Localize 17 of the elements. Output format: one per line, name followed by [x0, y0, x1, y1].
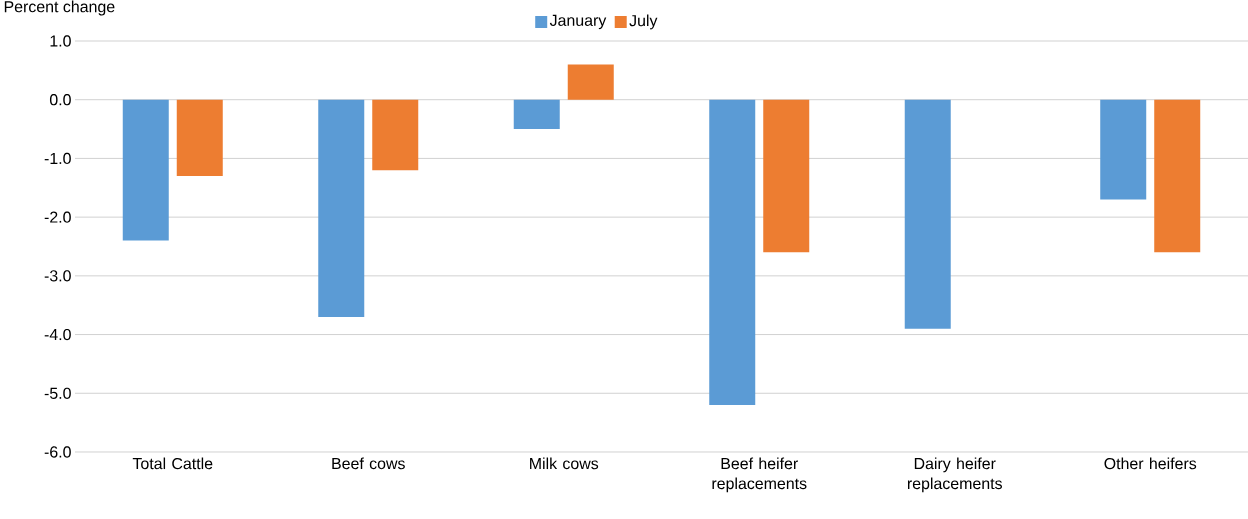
x-tick-label: Beef cows — [332, 457, 405, 470]
y-tick-label: -5.0 — [44, 387, 71, 399]
y-tick-label: -1.0 — [44, 152, 71, 165]
y-tick-label: -4.0 — [44, 328, 71, 341]
y-tick-label: -6.0 — [44, 446, 71, 458]
x-tick-label: Other heifers — [1104, 457, 1197, 470]
y-tick-label: -2.0 — [44, 211, 71, 223]
x-tick-label: Total Cattle — [132, 457, 213, 470]
x-tick-label: Dairy heifer replacements — [907, 457, 1002, 493]
y-tick-label: 1.0 — [50, 35, 71, 47]
x-tick-label: Beef heifer replacements — [712, 457, 807, 493]
legend-label: July — [629, 14, 658, 30]
y-axis-title: Percent change — [4, 0, 115, 16]
y-tick-label: 0.0 — [49, 94, 71, 106]
y-tick-label: -3.0 — [44, 270, 71, 282]
x-tick-label: Milk cows — [530, 457, 599, 470]
legend-label: January — [549, 14, 607, 30]
